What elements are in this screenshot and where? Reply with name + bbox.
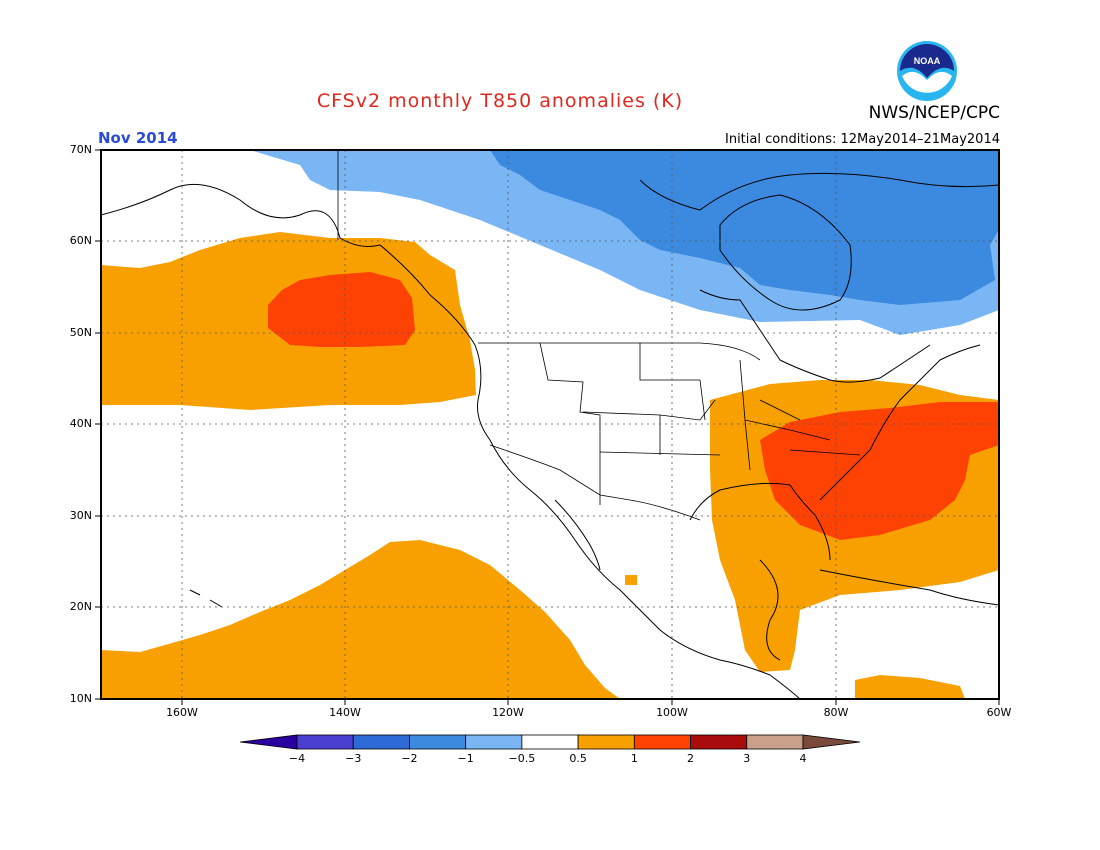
- coastlines: [101, 172, 999, 699]
- colorbar-arrow-low: [239, 734, 298, 750]
- colorbar-label: −3: [345, 752, 362, 765]
- colorbar-arrow-high: [802, 734, 861, 750]
- colorbar-swatch: [521, 734, 579, 750]
- colorbar-label: 3: [743, 752, 751, 765]
- gridlines: [101, 150, 999, 699]
- colorbar-swatch: [409, 734, 467, 750]
- warm-anomaly-gulf-alaska-core: [268, 272, 415, 347]
- noaa-logo-text: NOAA: [914, 56, 941, 66]
- chart-title: CFSv2 monthly T850 anomalies (K): [316, 90, 684, 112]
- colorbar-label: −4: [288, 752, 306, 765]
- lat-label: 50N: [69, 326, 92, 339]
- colorbar-label: 1: [630, 752, 638, 765]
- colorbar-swatch: [296, 734, 354, 750]
- agency-label: NWS/NCEP/CPC: [868, 103, 1000, 123]
- colorbar-swatch: [577, 734, 635, 750]
- colorbar: [239, 734, 861, 750]
- lat-label: 40N: [69, 417, 92, 430]
- colorbar-swatch: [633, 734, 691, 750]
- lon-label: 80W: [823, 706, 849, 719]
- noaa-logo: NOAA: [896, 40, 958, 102]
- lat-label: 60N: [69, 234, 92, 247]
- colorbar-label: −2: [401, 752, 418, 765]
- initial-conditions-label: Initial conditions: 12May2014–21May2014: [725, 132, 1000, 147]
- warm-anomaly-speck: [625, 575, 637, 585]
- colorbar-swatch: [465, 734, 523, 750]
- warm-anomaly-southeast-us-core: [760, 402, 999, 540]
- lat-label: 20N: [69, 600, 92, 613]
- lon-label: 60W: [986, 706, 1012, 719]
- lon-label: 100W: [656, 706, 688, 719]
- warm-anomaly-caribbean: [855, 675, 965, 699]
- anomaly-fields: [101, 150, 999, 699]
- valid-month-label: Nov 2014: [98, 129, 178, 147]
- colorbar-label: 2: [687, 752, 695, 765]
- lat-label: 10N: [69, 692, 92, 705]
- lon-label: 140W: [329, 706, 361, 719]
- colorbar-label: 4: [799, 752, 807, 765]
- colorbar-swatch: [352, 734, 410, 750]
- colorbar-label: −0.5: [508, 752, 536, 765]
- colorbar-swatch: [746, 734, 804, 750]
- lat-label: 70N: [69, 143, 92, 156]
- political-borders: [337, 150, 861, 521]
- lon-label: 120W: [492, 706, 524, 719]
- lon-label: 160W: [166, 706, 198, 719]
- lat-label: 30N: [69, 509, 92, 522]
- colorbar-label: −1: [457, 752, 474, 765]
- axis-ticks: [95, 149, 1000, 705]
- colorbar-swatch: [690, 734, 748, 750]
- warm-anomaly-subtropical-pacific: [101, 540, 620, 699]
- cold-anomaly-medium: [490, 150, 999, 305]
- colorbar-label: 0.5: [569, 752, 587, 765]
